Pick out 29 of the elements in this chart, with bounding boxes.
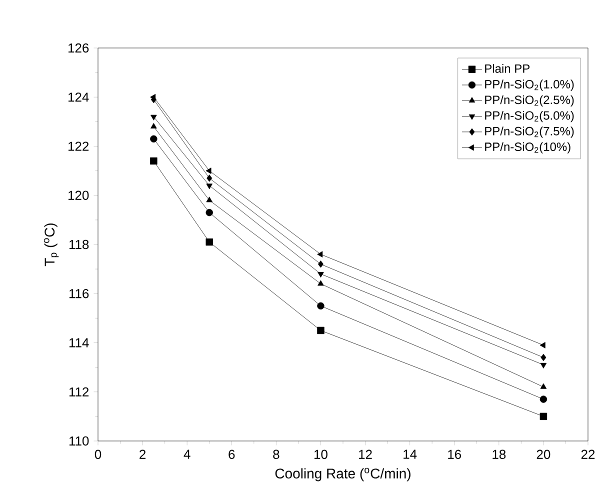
y-tick-label: 126 bbox=[68, 44, 89, 53]
x-tick-label: 20 bbox=[536, 450, 550, 460]
x-tick-label: 8 bbox=[273, 450, 280, 460]
y-tick-label: 110 bbox=[69, 436, 89, 446]
y-tick-label: 124 bbox=[68, 92, 89, 102]
legend-label: PP/n-SiO$_{2}$(7.5%) bbox=[485, 126, 574, 138]
y-axis-title: T$_{p}$ ($^{o}$C) bbox=[44, 224, 59, 266]
y-tick-label: 120 bbox=[68, 190, 89, 200]
x-tick-label: 6 bbox=[228, 450, 235, 460]
y-tick-label: 112 bbox=[69, 388, 89, 397]
x-tick-label: 2 bbox=[140, 450, 146, 460]
y-tick-label: 114 bbox=[69, 338, 89, 348]
x-tick-label: 0 bbox=[94, 450, 102, 460]
x-axis-title: Cooling Rate ($^{o}$C/min) bbox=[275, 468, 410, 482]
y-tick-label: 118 bbox=[69, 240, 89, 250]
x-tick-label: 16 bbox=[448, 450, 462, 460]
y-tick-label: 116 bbox=[69, 289, 89, 298]
legend-label: Plain PP bbox=[485, 64, 530, 74]
x-tick-label: 10 bbox=[314, 450, 328, 460]
x-tick-label: 22 bbox=[581, 450, 595, 460]
x-tick-label: 14 bbox=[404, 450, 417, 459]
legend-label: PP/n-SiO$_{2}$(10%) bbox=[485, 142, 570, 154]
y-tick-label: 122 bbox=[68, 142, 89, 151]
legend-label: PP/n-SiO$_{2}$(1.0%) bbox=[485, 80, 574, 92]
x-tick-label: 12 bbox=[359, 450, 372, 460]
x-tick-label: 4 bbox=[184, 450, 190, 459]
legend-label: PP/n-SiO$_{2}$(2.5%) bbox=[485, 96, 574, 107]
legend-label: PP/n-SiO$_{2}$(5.0%) bbox=[485, 111, 574, 122]
x-tick-label: 18 bbox=[492, 450, 506, 460]
